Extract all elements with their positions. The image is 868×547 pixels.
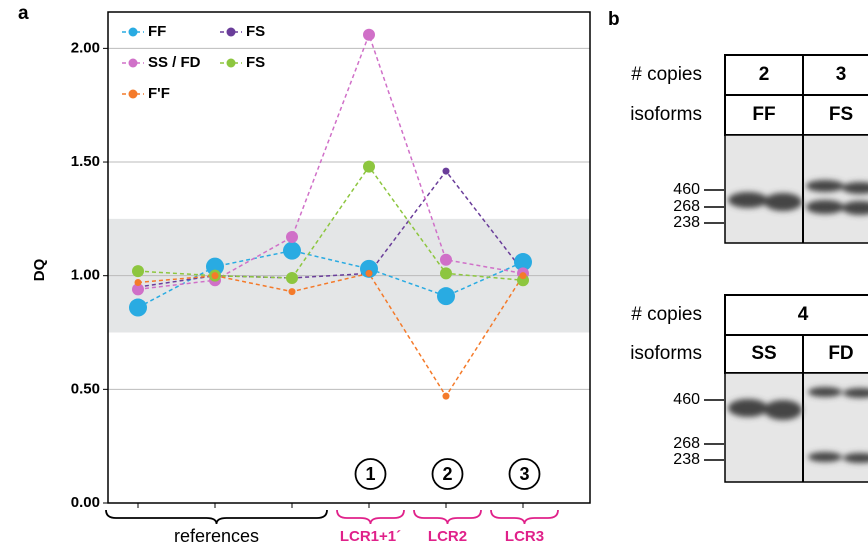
isoform: FD [828,343,853,364]
marker-label: 268 [673,198,700,215]
y-tick-label: 1.50 [71,153,100,170]
y-tick-label: 0.00 [71,494,100,511]
group-brace [491,510,558,524]
legend-label: FF [148,23,166,40]
group-label: references [174,526,259,546]
data-point [437,287,455,305]
group-label: LCR3 [505,528,544,545]
data-point [440,267,452,279]
marker-label: 268 [673,435,700,452]
legend-marker [227,59,236,68]
legend-marker [129,90,138,99]
panel-label: b [608,9,620,30]
row-label: isoforms [630,104,702,125]
gel [725,373,868,482]
copies: 2 [759,64,770,85]
data-point [286,272,298,284]
data-point [283,242,301,260]
group-label: LCR1+1´ [340,528,401,545]
copies: 3 [836,64,847,85]
marker-ticks [704,400,724,460]
marker-label: 238 [673,214,700,231]
group-number: 1 [365,464,375,484]
row-label: # copies [631,304,702,325]
panel-b: b # copies isoforms 2 3 FF FS 460 268 23… [608,9,868,482]
cell [725,295,868,335]
marker-label: 460 [673,391,700,408]
data-point [520,272,527,279]
data-point [440,254,452,266]
data-point [363,161,375,173]
y-tick-label: 1.00 [71,267,100,284]
data-point [363,29,375,41]
copies: 4 [798,304,809,325]
data-point [212,272,219,279]
legend-label: FS [246,23,265,40]
plot: 0.00 0.50 1.00 1.50 2.00 FF FS SS / FD FS F'F refe… [71,12,590,546]
data-point [289,288,296,295]
group-number: 2 [442,464,452,484]
isoform: FS [829,104,853,125]
data-point [132,265,144,277]
group-brace [414,510,481,524]
legend-marker [227,28,236,37]
isoform: SS [751,343,776,364]
data-point [366,270,373,277]
row-label: # copies [631,64,702,85]
legend-label: FS [246,54,265,71]
marker-ticks [704,190,724,223]
cell [725,55,868,95]
group-label: LCR2 [428,528,467,545]
figure: a DQ 0.00 0.50 1.00 1.50 2.00 FF FS SS / FD FS F'… [0,0,868,547]
data-point [443,168,450,175]
group-brace [337,510,404,524]
data-point [286,231,298,243]
marker-label: 460 [673,181,700,198]
y-axis-label: DQ [31,258,48,281]
legend-marker [129,28,138,37]
row-label: isoforms [630,343,702,364]
isoform: FF [752,104,775,125]
legend-marker [129,59,138,68]
data-point [135,279,142,286]
group-brace [106,510,327,524]
legend-label: SS / FD [148,54,201,71]
group-number: 3 [519,464,529,484]
panel-label: a [18,3,29,24]
data-point [443,393,450,400]
y-tick-label: 0.50 [71,380,100,397]
data-point [129,299,147,317]
marker-label: 238 [673,451,700,468]
legend-label: F'F [148,85,170,102]
y-tick-label: 2.00 [71,39,100,56]
